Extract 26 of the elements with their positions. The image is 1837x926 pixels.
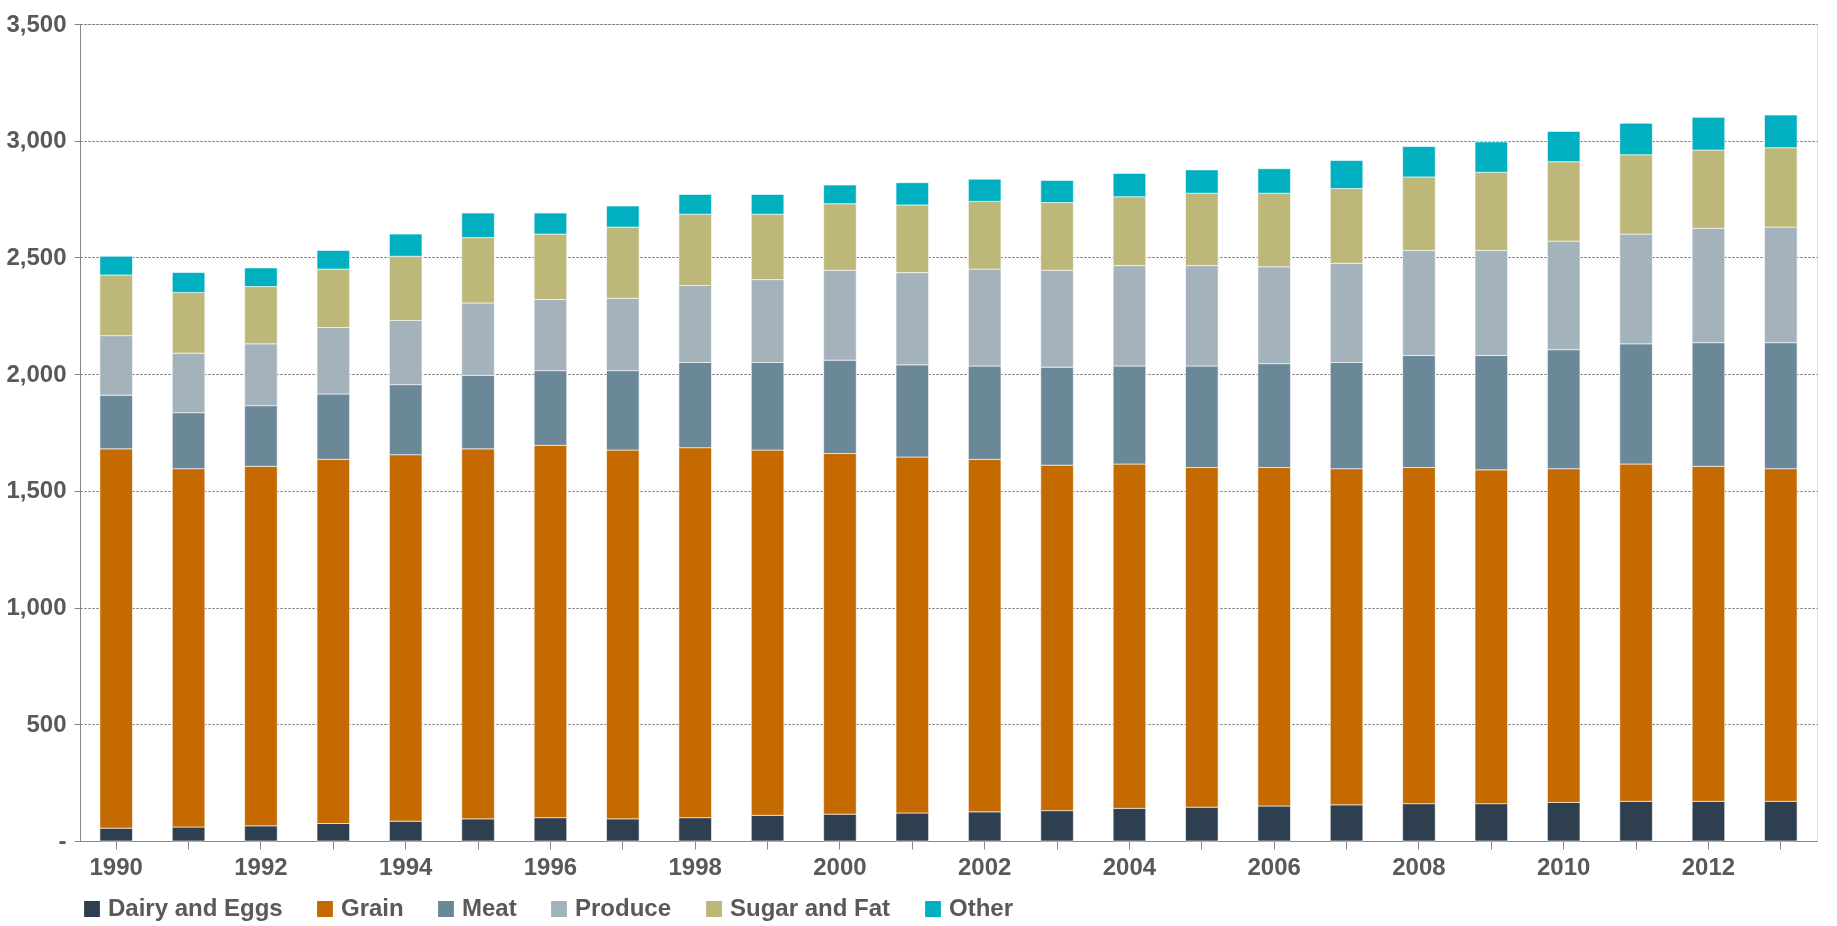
y-tick-label: 3,000 bbox=[6, 126, 67, 154]
y-tick-label: 2,000 bbox=[6, 359, 67, 387]
y-tick-label: 2,500 bbox=[6, 242, 67, 270]
legend-label: Dairy and Eggs bbox=[108, 894, 283, 921]
x-tick-label: 2006 bbox=[1247, 852, 1301, 880]
x-tick-label: 2002 bbox=[957, 852, 1012, 880]
x-tick-label: 1994 bbox=[378, 852, 434, 880]
x-tick-label: 2010 bbox=[1536, 852, 1591, 880]
y-tick-label: 1,000 bbox=[6, 593, 67, 621]
y-tick-label: 500 bbox=[26, 709, 67, 737]
x-tick-label: 2012 bbox=[1681, 852, 1736, 880]
x-tick-label: 1998 bbox=[668, 852, 722, 880]
legend-label: Produce bbox=[575, 894, 672, 921]
x-tick-label: 1996 bbox=[523, 852, 578, 880]
y-tick-label: - bbox=[58, 826, 67, 854]
legend-label: Other bbox=[949, 894, 1014, 921]
x-tick-label: 2000 bbox=[813, 852, 867, 880]
x-tick-label: 1990 bbox=[89, 852, 143, 880]
y-tick-label: 1,500 bbox=[6, 476, 67, 504]
y-tick-label: 3,500 bbox=[6, 9, 67, 37]
x-tick-label: 2008 bbox=[1392, 852, 1446, 880]
legend-label: Grain bbox=[341, 894, 404, 921]
legend-label: Meat bbox=[462, 894, 517, 921]
legend-label: Sugar and Fat bbox=[730, 894, 891, 921]
x-tick-label: 2004 bbox=[1102, 852, 1157, 880]
x-tick-label: 1992 bbox=[234, 852, 288, 880]
